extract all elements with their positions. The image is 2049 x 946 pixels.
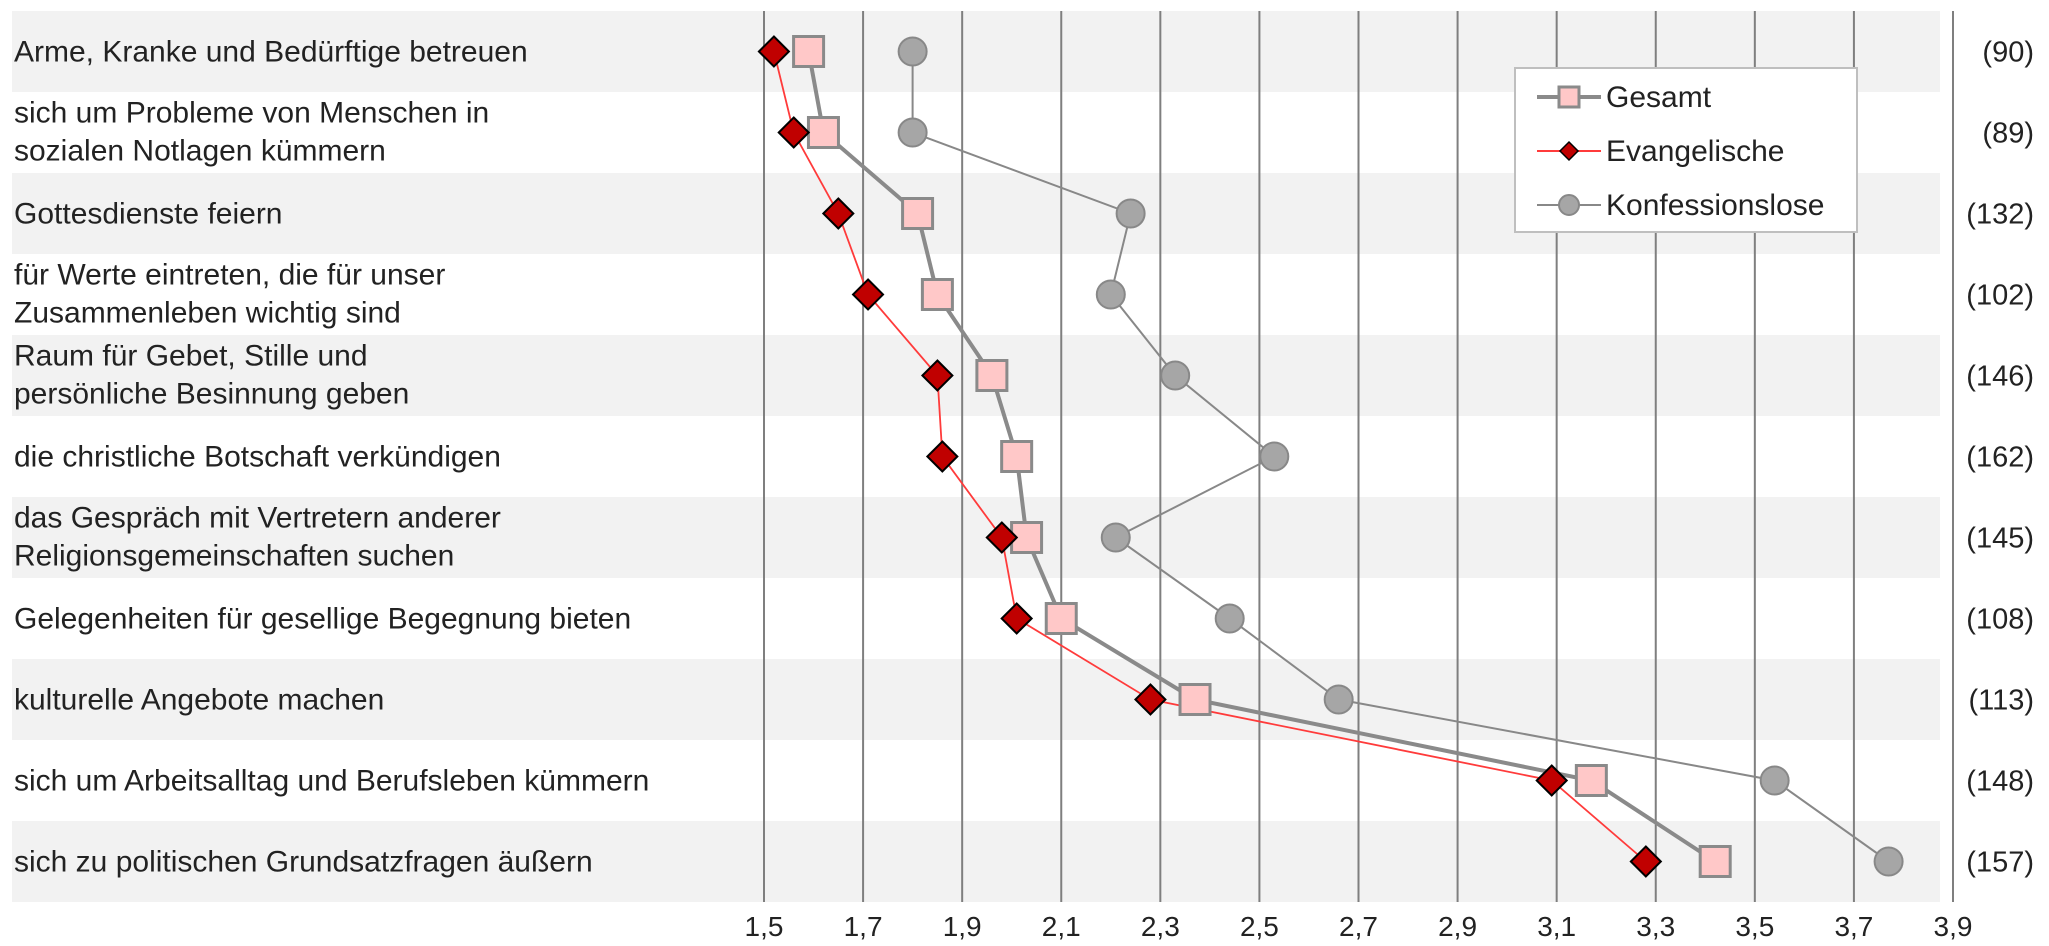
row-label: das Gespräch mit Vertretern anderer — [14, 502, 501, 535]
data-point — [1535, 764, 1569, 797]
n-label: (157) — [1966, 847, 2034, 879]
row-label: sich um Arbeitsalltag und Berufsleben kü… — [14, 765, 649, 798]
row-label: Zusammenleben wichtig sind — [14, 297, 401, 330]
n-label: (162) — [1966, 442, 2034, 474]
n-labels: (90) (89) (132) (102) (146) (162) (145) (108) (1… — [1966, 37, 2034, 879]
data-point — [1259, 441, 1290, 472]
data-point — [1044, 602, 1078, 635]
data-point — [897, 36, 928, 67]
data-point — [1134, 683, 1167, 716]
n-label: (113) — [1968, 685, 2034, 717]
row-band — [12, 821, 1940, 902]
row-band — [12, 578, 1940, 659]
legend-marker — [1558, 140, 1580, 162]
n-label: (146) — [1966, 361, 2034, 393]
x-tick-label: 2,5 — [1240, 911, 1279, 942]
data-point — [1100, 522, 1131, 553]
data-point — [851, 278, 885, 311]
series-markers — [757, 35, 1904, 878]
n-label: (102) — [1966, 280, 2034, 312]
legend-label: Konfessionslose — [1606, 189, 1824, 222]
row-label: Arme, Kranke und Bedürftige betreuen — [14, 36, 528, 69]
legend-label: Gesamt — [1606, 81, 1712, 114]
legend-marker — [1558, 194, 1580, 216]
x-tick-label: 3,3 — [1636, 911, 1675, 942]
row-band — [12, 740, 1940, 821]
data-point — [897, 117, 928, 148]
data-point — [821, 197, 855, 230]
x-tick-label: 2,3 — [1141, 911, 1180, 942]
legend-label: Evangelische — [1606, 135, 1784, 168]
data-point — [1759, 765, 1790, 796]
n-label: (148) — [1966, 766, 2034, 798]
data-point — [1214, 603, 1245, 634]
legend-marker — [1557, 85, 1581, 109]
x-axis-ticks: 1,5 1,7 1,9 2,1 2,3 2,5 2,7 2,9 3,1 3,3 3,5 3,7 3,9 — [745, 911, 1973, 942]
row-band — [12, 254, 1940, 335]
legend: Gesamt Evangelische Konfessionslose — [1514, 67, 1858, 233]
x-tick-label: 1,9 — [943, 911, 982, 942]
data-point — [1574, 764, 1608, 797]
x-tick-label: 1,5 — [745, 911, 784, 942]
data-point — [920, 278, 954, 311]
data-point — [806, 116, 840, 149]
x-tick-label: 2,7 — [1339, 911, 1378, 942]
row-label: sich zu politischen Grundsatzfragen äuße… — [14, 846, 593, 879]
x-tick-label: 1,7 — [844, 911, 883, 942]
data-point — [1629, 845, 1663, 878]
row-band — [12, 659, 1940, 740]
n-label: (89) — [1982, 118, 2034, 150]
data-point — [920, 359, 954, 392]
data-point — [1873, 846, 1904, 877]
n-label: (108) — [1966, 604, 2034, 636]
x-tick-label: 3,9 — [1934, 911, 1973, 942]
data-point — [1160, 360, 1191, 391]
x-tick-label: 3,7 — [1834, 911, 1873, 942]
data-point — [1698, 845, 1732, 878]
row-band — [12, 416, 1940, 497]
data-point — [1323, 684, 1354, 715]
data-point — [1178, 683, 1212, 716]
data-point — [757, 35, 791, 68]
data-point — [1000, 602, 1034, 635]
data-point — [901, 197, 935, 230]
row-label: Raum für Gebet, Stille und — [14, 340, 368, 373]
n-label: (132) — [1966, 199, 2034, 231]
x-tick-label: 2,1 — [1042, 911, 1081, 942]
data-point — [792, 35, 826, 68]
data-point — [975, 359, 1009, 392]
row-labels: Arme, Kranke und Bedürftige betreuen sich… — [14, 36, 649, 879]
data-point — [1095, 279, 1126, 310]
row-label: kulturelle Angebote machen — [14, 684, 384, 717]
data-point — [925, 440, 959, 473]
n-label: (90) — [1982, 37, 2034, 69]
row-label: sozialen Notlagen kümmern — [14, 135, 386, 168]
row-label: Gottesdienste feiern — [14, 198, 283, 231]
n-label: (145) — [1966, 523, 2034, 555]
x-tick-label: 2,9 — [1438, 911, 1477, 942]
data-point — [777, 116, 811, 149]
row-label: Gelegenheiten für gesellige Begegnung bi… — [14, 603, 631, 636]
data-point — [1115, 198, 1146, 229]
x-tick-label: 3,1 — [1537, 911, 1576, 942]
row-band — [12, 497, 1940, 578]
x-tick-label: 3,5 — [1735, 911, 1774, 942]
data-point — [1000, 440, 1034, 473]
row-label: Religionsgemeinschaften suchen — [14, 540, 454, 573]
row-label: sich um Probleme von Menschen in — [14, 97, 489, 130]
data-point — [985, 521, 1019, 554]
row-label: die christliche Botschaft verkündigen — [14, 441, 501, 474]
row-label: persönliche Besinnung geben — [14, 378, 409, 411]
row-label: für Werte eintreten, die für unser — [14, 259, 445, 292]
